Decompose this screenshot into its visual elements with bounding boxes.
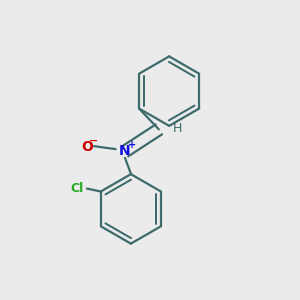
Text: H: H: [173, 122, 182, 135]
Text: +: +: [128, 140, 136, 150]
Text: −: −: [89, 136, 98, 146]
Text: Cl: Cl: [70, 182, 84, 195]
Text: O: O: [81, 140, 93, 154]
Text: N: N: [119, 145, 131, 158]
